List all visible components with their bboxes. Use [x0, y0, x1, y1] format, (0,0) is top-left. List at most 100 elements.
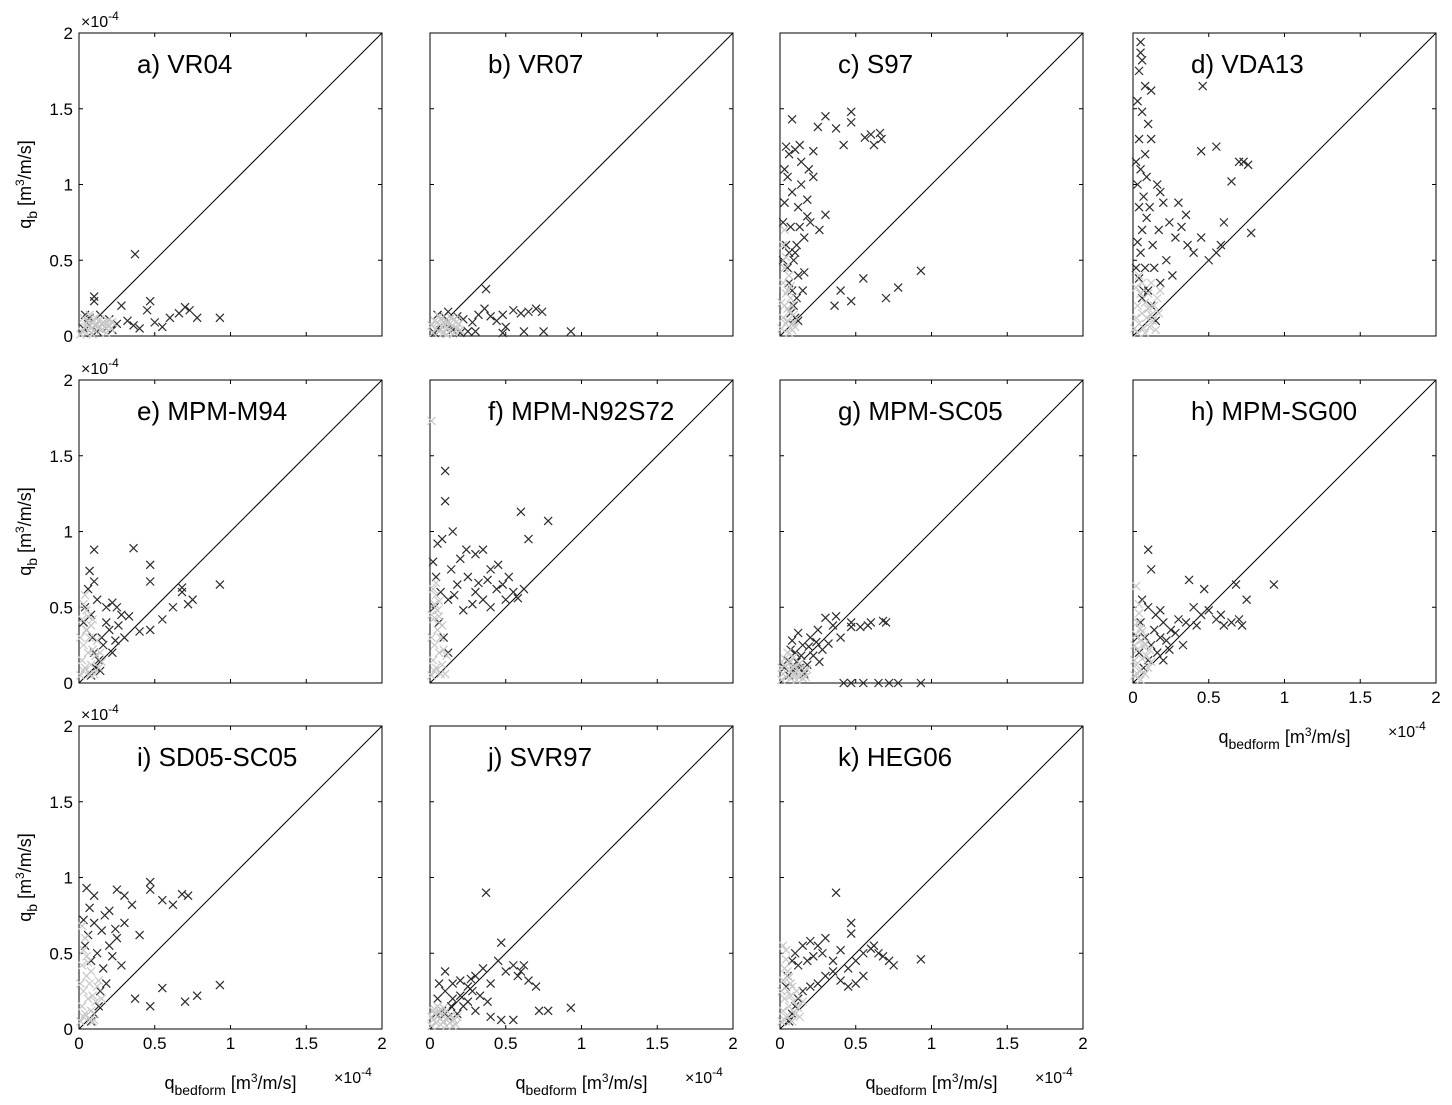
data-point-light [439, 1003, 449, 1013]
data-point-light [92, 636, 102, 646]
data-point-light [82, 320, 91, 330]
data-point-light [786, 991, 796, 1001]
y-axis-label: qb [m3/m/s] [13, 487, 40, 576]
data-point-light [427, 633, 436, 642]
data-point [452, 580, 462, 589]
data-point-light [86, 967, 96, 976]
data-point [1149, 263, 1159, 273]
data-point [1145, 202, 1155, 212]
data-point-light [789, 317, 799, 327]
data-point [157, 895, 167, 905]
data-point-light [94, 663, 104, 673]
data-point [1136, 37, 1145, 47]
data-point-light [107, 317, 117, 327]
data-point [781, 142, 791, 152]
data-point [100, 910, 110, 920]
data-point [443, 307, 453, 317]
y-tick-label: 0.5 [49, 944, 73, 963]
y-multiplier: ×10-4 [81, 356, 119, 378]
data-point [811, 637, 821, 647]
data-point-light [94, 976, 104, 985]
data-point [821, 210, 830, 220]
data-point-light [778, 278, 788, 288]
data-point-light [79, 640, 88, 650]
data-point [439, 633, 449, 642]
data-point [1155, 633, 1165, 642]
data-point [180, 302, 190, 312]
data-point [486, 564, 496, 574]
data-point-light [83, 648, 93, 658]
y-tick-label: 1 [64, 523, 73, 542]
data-point-light [1140, 639, 1150, 649]
data-point [461, 545, 471, 555]
panel-title: c) S97 [838, 49, 913, 79]
data-point [82, 883, 91, 893]
data-point [97, 633, 107, 642]
data-point [1164, 217, 1174, 227]
data-point-light [430, 640, 439, 650]
data-point [481, 284, 491, 294]
data-point-light [778, 240, 788, 250]
data-point [787, 114, 797, 124]
data-point-light [430, 599, 439, 609]
data-point [458, 605, 468, 615]
data-point-light [434, 311, 444, 321]
data-point-light [789, 997, 799, 1007]
data-point [1227, 177, 1236, 186]
data-point [831, 888, 841, 898]
data-point-light [1145, 322, 1155, 332]
data-point [513, 593, 523, 603]
data-point [127, 900, 137, 910]
data-point [1189, 248, 1199, 258]
data-point [1143, 545, 1153, 555]
data-point [792, 240, 802, 250]
x-tick-label: 1.5 [1348, 688, 1372, 707]
data-point [1152, 648, 1162, 658]
data-point [1216, 610, 1226, 620]
data-point-light [442, 330, 452, 339]
data-point [448, 527, 458, 536]
y-multiplier: ×10-4 [81, 9, 119, 31]
data-point [508, 587, 518, 597]
data-point [508, 960, 518, 970]
data-point [448, 994, 458, 1004]
data-point [89, 545, 99, 555]
data-point [1137, 107, 1147, 117]
data-point [107, 951, 117, 961]
data-point [513, 971, 523, 981]
data-point [1177, 222, 1186, 232]
data-point [498, 580, 508, 589]
scatter-panel: g) MPM-SC05 [777, 379, 1084, 688]
data-point [1219, 217, 1229, 227]
data-point-light [436, 669, 446, 679]
data-point [107, 648, 117, 658]
panel-title: h) MPM-SG00 [1191, 396, 1357, 426]
data-point-light [97, 657, 107, 667]
data-point [1192, 621, 1202, 630]
data-point [480, 304, 489, 314]
data-point-light [86, 1006, 96, 1016]
data-point [828, 621, 838, 630]
data-point-light [1131, 581, 1141, 591]
data-point-light [786, 281, 796, 291]
data-point [110, 636, 120, 646]
data-point [836, 633, 846, 642]
data-point [787, 636, 797, 646]
data-point [874, 948, 883, 958]
data-point [135, 627, 145, 636]
scatter-panel: 0 0.5 1 1.5 2 ×10-4 qb [m3/m/s] e) MPM-M94 [13, 356, 383, 693]
data-point [817, 948, 827, 958]
data-point [481, 888, 491, 898]
data-point [1142, 172, 1152, 182]
data-point [793, 628, 803, 638]
data-point [534, 1006, 544, 1016]
data-point [101, 602, 111, 612]
data-point [113, 621, 123, 630]
data-point [1143, 119, 1153, 129]
panel-title: j) SVR97 [487, 742, 592, 772]
scatter-panel: 0 0.5 1 1.5 2 ×10-4 0 0.5 1 1.5 2 ×10-4 qbedform [m3… [13, 702, 387, 1098]
data-point [519, 960, 529, 970]
data-point [783, 263, 792, 273]
data-point [519, 327, 529, 336]
data-point-light [442, 651, 452, 661]
